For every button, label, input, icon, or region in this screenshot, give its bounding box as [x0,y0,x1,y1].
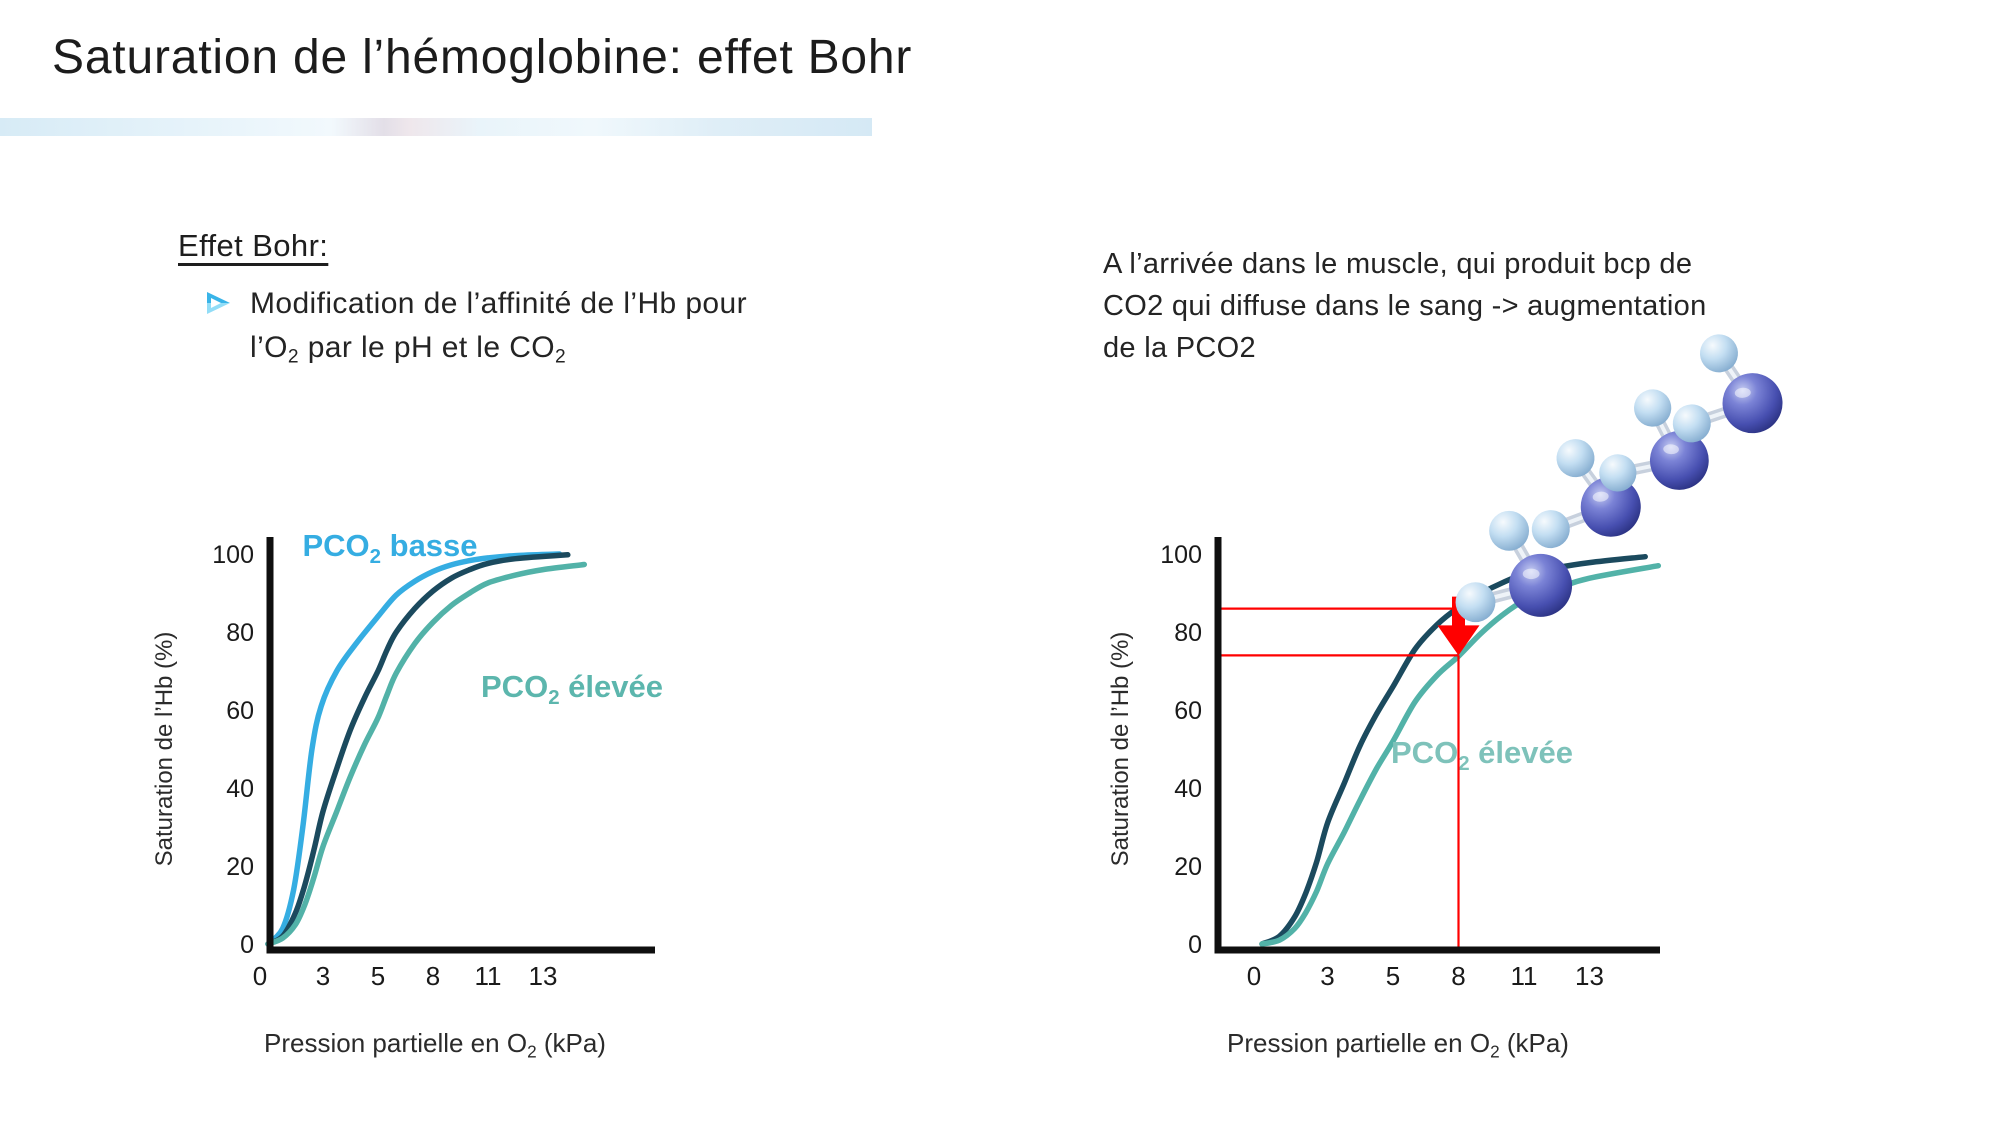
molecule-atom-small [1489,510,1530,551]
muscle-note: A l’arrivée dans le muscle, qui produit … [1103,243,1707,369]
x-tick-label: 8 [1451,961,1465,991]
series-label-pco2-elevee: PCO2 élevée [1391,735,1573,775]
series-label-pco2-basse: PCO2 basse [302,528,477,568]
y-tick-label: 100 [1160,541,1202,569]
co2-molecule [1531,439,1641,549]
bullet-line-1: Modification de l’affinité de l’Hb pour [250,287,747,320]
bullet-text: Modification de l’affinité de l’Hb pour … [250,282,747,379]
bullet-line-2: l’O2 par le pH et le CO2 [250,331,567,368]
curve-pco2-basse [265,551,563,947]
y-tick-label: 60 [226,697,254,725]
y-tick-label: 40 [226,775,254,803]
molecule-atom-large [1509,553,1573,617]
molecule-atom-large [1649,431,1709,490]
series-label-pco2-elevee: PCO2 élevée [481,669,663,709]
co2-molecule [1672,334,1783,443]
y-tick-label: 0 [240,931,254,959]
x-tick-label: 13 [529,961,558,991]
x-tick-label: 11 [1511,961,1538,991]
x-tick-label: 8 [426,961,440,991]
co2-molecule [1455,510,1573,623]
x-axis-title: Pression partielle en O2 (kPa) [264,1028,606,1062]
molecule-atom-small [1599,454,1637,492]
x-tick-label: 3 [316,961,330,991]
effet-bohr-block: Effet Bohr: Modification de l’affinité d… [178,228,747,379]
molecule-atom-large [1580,476,1641,537]
x-tick-label: 5 [371,961,385,991]
chart-right: PCO2 élevée 0 20 40 60 80 100 0 3 5 8 11 13 Saturatio… [1107,334,1783,1062]
y-tick-label: 100 [212,541,254,569]
molecule-atom-small [1634,389,1672,427]
co2-molecule [1599,389,1709,492]
y-tick-label: 40 [1174,775,1202,803]
y-tick-label: 80 [1174,619,1202,647]
molecule-atom-small [1672,404,1711,443]
effet-bohr-heading: Effet Bohr: [178,228,329,263]
x-tick-label: 3 [1320,961,1334,991]
slide-title: Saturation de l’hémoglobine: effet Bohr [52,31,913,84]
molecule-shine [1522,568,1540,580]
y-tick-label: 0 [1188,931,1202,959]
y-tick-label: 20 [1174,853,1202,881]
curve-pco2-elevee [265,561,588,947]
drop-arrow [1437,596,1480,656]
bullet-row: Modification de l’affinité de l’Hb pour … [178,282,747,379]
y-axis-title: Saturation de l’Hb (%) [151,632,178,867]
x-axis-title: Pression partielle en O2 (kPa) [1227,1028,1569,1062]
y-tick-label: 80 [226,619,254,647]
y-tick-label: 20 [226,853,254,881]
accent-band [0,118,872,136]
molecule-atom-small [1699,334,1738,373]
molecule-atom-small [1455,582,1496,623]
note-line-2: CO2 qui diffuse dans le sang -> augmenta… [1103,290,1707,322]
x-tick-label: 0 [253,961,267,991]
y-axis-title: Saturation de l’Hb (%) [1107,632,1134,867]
chart-left: PCO2 basse PCO2 élevée 0 20 40 60 80 100 0 3 5 8 11 1… [151,528,663,1062]
note-line-3: de la PCO2 [1103,332,1256,364]
y-tick-label: 60 [1174,697,1202,725]
molecule-shine [1592,491,1609,502]
molecule-shine [1663,444,1679,455]
x-tick-label: 0 [1247,961,1261,991]
molecule-atom-large [1722,373,1783,434]
x-tick-label: 5 [1386,961,1400,991]
x-tick-label: 13 [1575,961,1604,991]
arrow-bullet-icon [204,288,234,318]
curve-pco2-normale [265,552,571,947]
molecule-atom-small [1531,510,1570,549]
x-tick-label: 11 [475,961,502,991]
note-line-1: A l’arrivée dans le muscle, qui produit … [1103,248,1693,280]
molecule-shine [1734,387,1751,398]
molecule-atom-small [1556,439,1595,478]
